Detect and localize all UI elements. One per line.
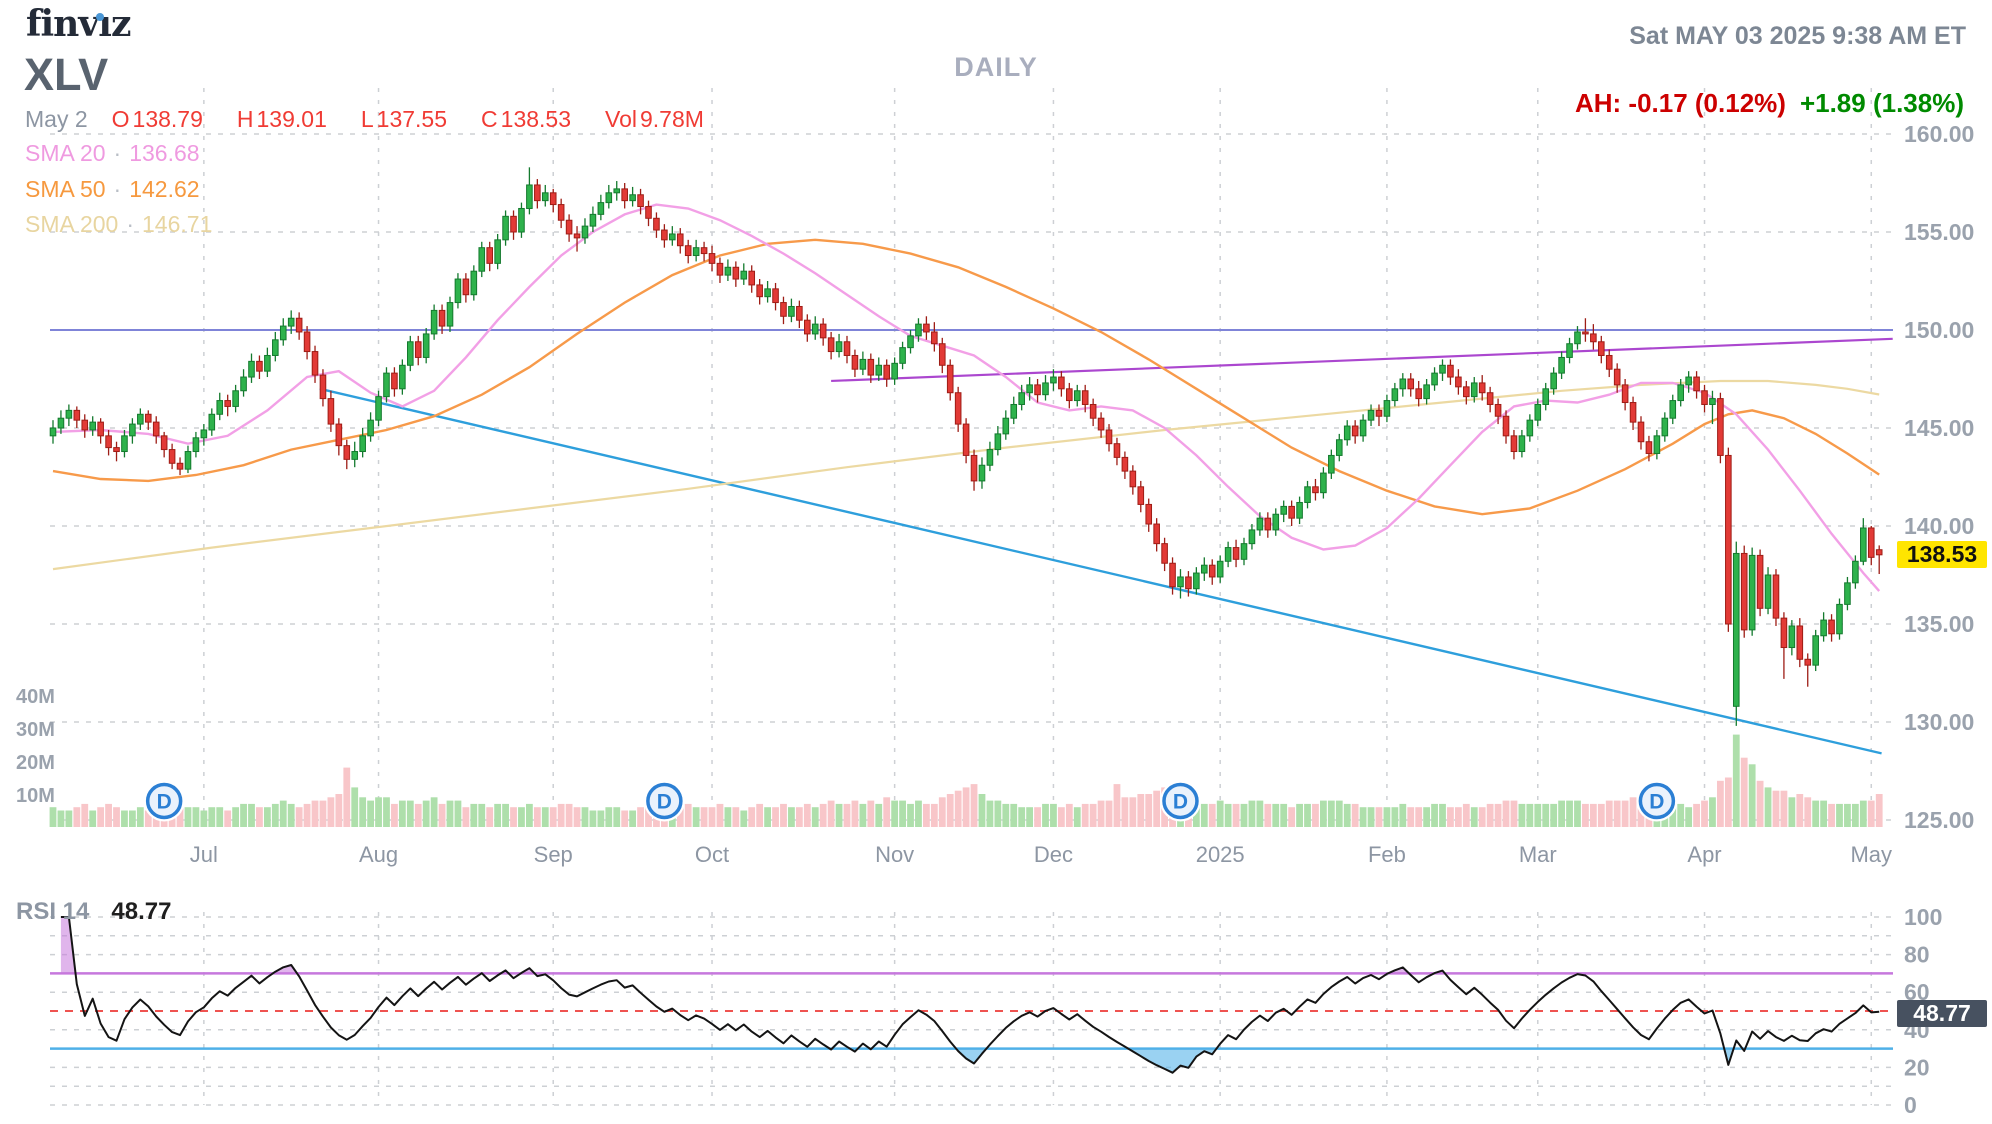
rsi-header: RSI 14 48.77 bbox=[16, 898, 172, 925]
volume-bars bbox=[49, 734, 1883, 827]
svg-text:135.00: 135.00 bbox=[1904, 611, 1974, 637]
grid-lines bbox=[50, 88, 1893, 1105]
sma-lines bbox=[52, 203, 1881, 592]
trendlines bbox=[50, 329, 1893, 755]
sma20-line bbox=[52, 203, 1881, 592]
candlestick-series bbox=[49, 167, 1883, 726]
svg-text:Feb: Feb bbox=[1368, 842, 1406, 867]
rsi-current-value: 48.77 bbox=[111, 898, 172, 925]
svg-text:140.00: 140.00 bbox=[1904, 513, 1974, 539]
rising-trendline bbox=[831, 337, 1893, 383]
svg-text:20M: 20M bbox=[16, 752, 55, 774]
dividend-marker[interactable]: D bbox=[1636, 780, 1678, 822]
svg-text:2025: 2025 bbox=[1196, 842, 1245, 867]
svg-text:130.00: 130.00 bbox=[1904, 709, 1974, 735]
svg-text:150.00: 150.00 bbox=[1904, 317, 1974, 343]
svg-text:Aug: Aug bbox=[359, 842, 398, 867]
sma200-line bbox=[52, 379, 1880, 571]
logo-blue-dot-icon bbox=[96, 13, 104, 21]
svg-text:30M: 30M bbox=[16, 719, 55, 741]
legend-sma20: SMA 20 · 136.68 bbox=[25, 140, 200, 166]
legend-sma200: SMA 200 · 146.71 bbox=[25, 211, 213, 237]
day-change: +1.89 (1.38%) bbox=[1799, 88, 1964, 118]
svg-text:100: 100 bbox=[1904, 904, 1942, 930]
close-value: C 138.53 bbox=[481, 106, 572, 132]
svg-text:Jul: Jul bbox=[190, 842, 218, 867]
rsi-value-badge: 48.77 bbox=[1897, 1000, 1987, 1027]
descending-support-trendline bbox=[319, 387, 1882, 755]
svg-text:D: D bbox=[1173, 791, 1188, 814]
quote-datetime: Sat MAY 03 2025 9:38 AM ET bbox=[1629, 22, 1966, 50]
logo-text: finv bbox=[26, 3, 99, 45]
change-line: AH: -0.17 (0.12%) +1.89 (1.38%) bbox=[1575, 88, 1964, 119]
svg-text:Oct: Oct bbox=[695, 842, 729, 867]
dividend-marker[interactable]: D bbox=[643, 780, 685, 822]
svg-text:20: 20 bbox=[1904, 1054, 1930, 1080]
svg-text:0: 0 bbox=[1904, 1092, 1917, 1118]
quote-date: May 2 bbox=[25, 106, 88, 132]
svg-text:D: D bbox=[1649, 791, 1664, 814]
last-price-badge: 138.53 bbox=[1897, 541, 1987, 568]
timeframe-label: DAILY bbox=[954, 52, 1038, 82]
ticker-symbol: XLV bbox=[24, 49, 109, 100]
ohlc-row: May 2 O 138.79 H 139.01 L 137.55 C 138.53 Vol 9.78… bbox=[25, 106, 738, 133]
svg-text:Mar: Mar bbox=[1519, 842, 1557, 867]
svg-text:D: D bbox=[657, 791, 672, 814]
low-value: L 137.55 bbox=[360, 106, 448, 132]
svg-text:Nov: Nov bbox=[875, 842, 914, 867]
svg-text:Sep: Sep bbox=[534, 842, 573, 867]
svg-text:10M: 10M bbox=[16, 785, 55, 807]
svg-text:D: D bbox=[157, 791, 172, 814]
volume-value: Vol 9.78M bbox=[605, 106, 704, 132]
high-value: H 139.01 bbox=[236, 106, 327, 132]
svg-text:160.00: 160.00 bbox=[1904, 121, 1974, 147]
rsi-line bbox=[60, 916, 1880, 1074]
dividend-marker[interactable]: D bbox=[143, 780, 185, 822]
legend-sma50: SMA 50 · 142.62 bbox=[25, 176, 200, 202]
svg-text:Apr: Apr bbox=[1687, 842, 1721, 867]
svg-text:Dec: Dec bbox=[1034, 842, 1073, 867]
open-value: O 138.79 bbox=[111, 106, 203, 132]
dividend-marker[interactable]: D bbox=[1159, 780, 1201, 822]
sma50-line bbox=[52, 238, 1880, 516]
finviz-logo[interactable]: finvız bbox=[26, 3, 131, 45]
svg-text:125.00: 125.00 bbox=[1904, 807, 1974, 833]
axis-labels: 160.00 155.00 150.00 145.00 140.00 135.00 130.… bbox=[16, 121, 1974, 867]
svg-text:40M: 40M bbox=[16, 686, 55, 708]
svg-text:May: May bbox=[1850, 842, 1892, 867]
afterhours-change: AH: -0.17 (0.12%) bbox=[1574, 88, 1786, 118]
svg-text:155.00: 155.00 bbox=[1904, 219, 1974, 245]
svg-text:80: 80 bbox=[1904, 942, 1930, 968]
svg-text:145.00: 145.00 bbox=[1904, 415, 1974, 441]
